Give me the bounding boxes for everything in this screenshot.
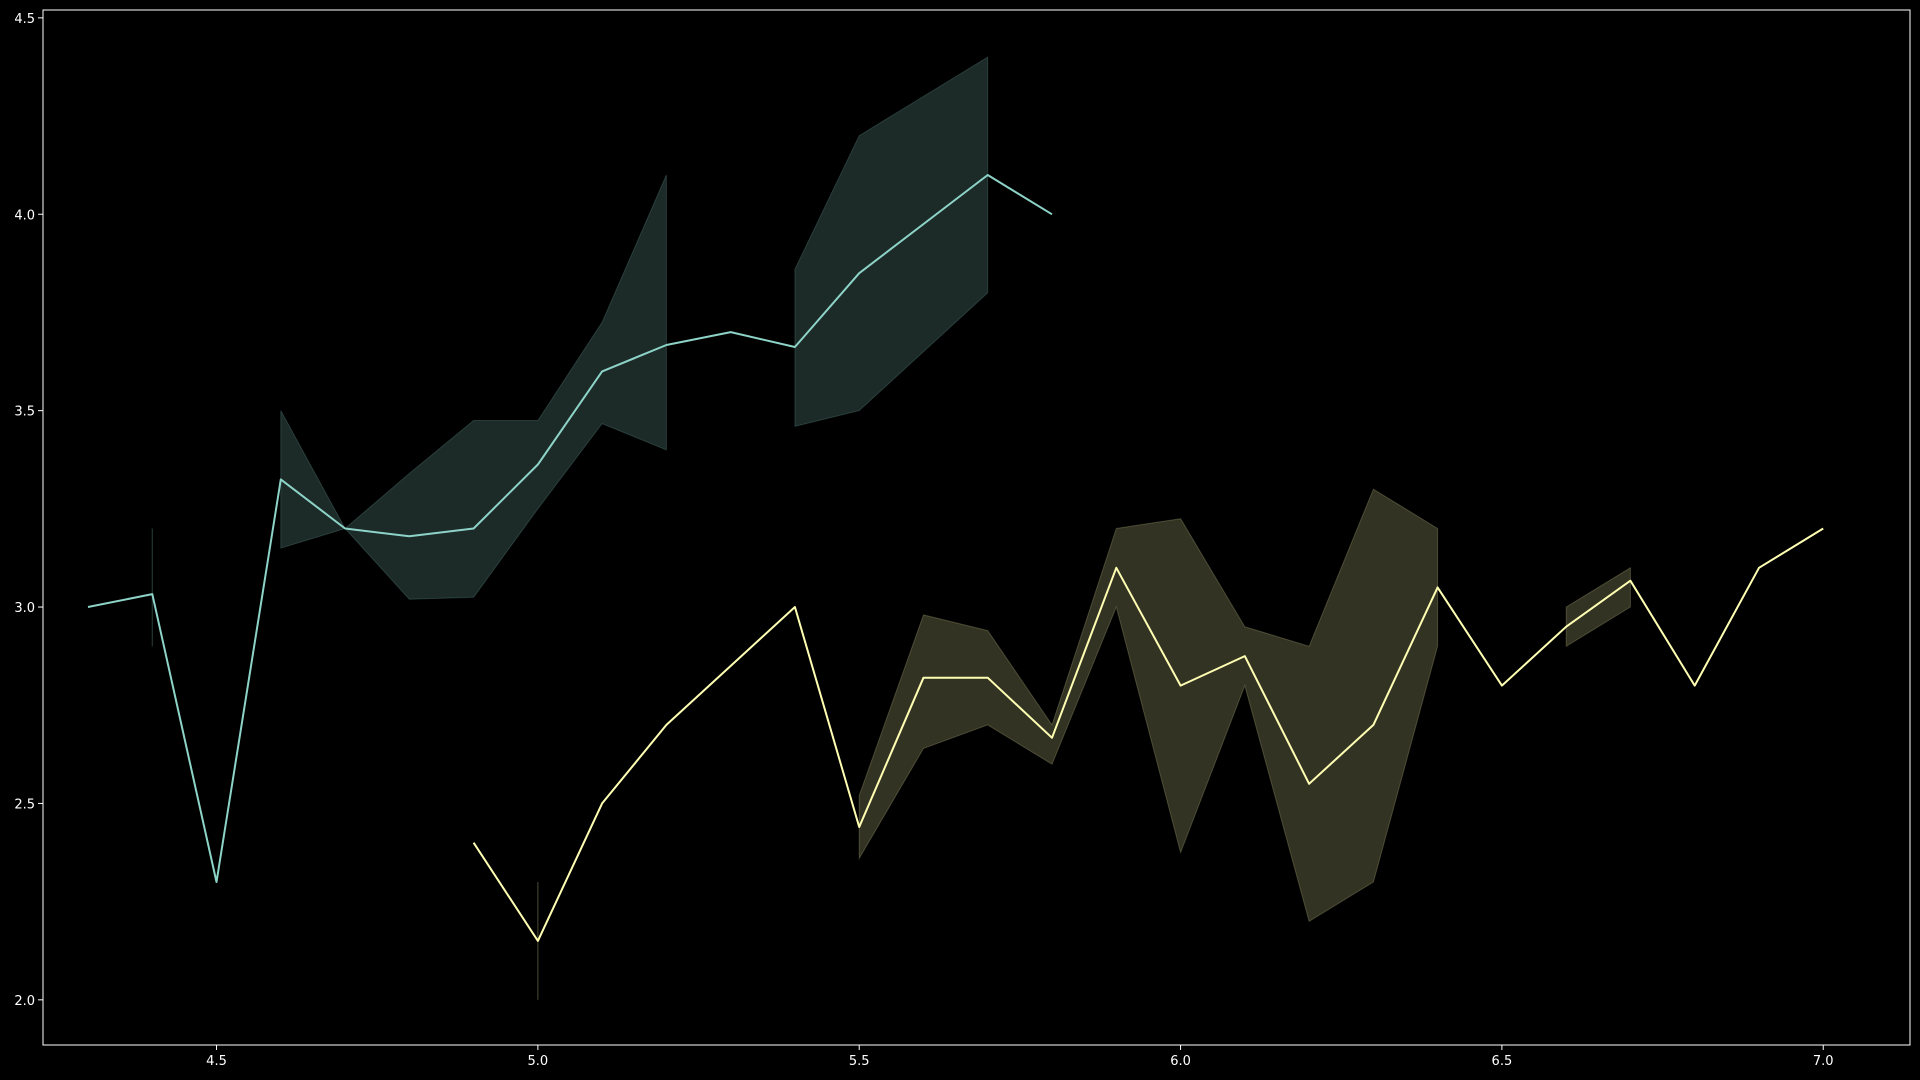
x-tick-label: 4.5 bbox=[206, 1054, 227, 1069]
series-1-line bbox=[87, 174, 1053, 883]
series-1-error-band-3 bbox=[794, 56, 989, 428]
series-2-error-band-2 bbox=[858, 488, 1439, 923]
y-tick-label: 4.5 bbox=[14, 12, 35, 27]
y-tick-label: 2.5 bbox=[14, 797, 35, 812]
y-tick-label: 2.0 bbox=[14, 994, 35, 1009]
x-axis: 4.5 5.0 5.5 6.0 6.5 7.0 bbox=[206, 1045, 1834, 1069]
series-1-error-band-2 bbox=[280, 174, 667, 600]
y-tick-label: 3.5 bbox=[14, 405, 35, 420]
x-tick-label: 5.5 bbox=[849, 1054, 870, 1069]
series-lines bbox=[87, 174, 1824, 942]
y-axis: 2.0 2.5 3.0 3.5 4.0 4.5 bbox=[14, 12, 43, 1009]
plot-frame bbox=[42, 9, 1911, 1046]
x-tick-label: 7.0 bbox=[1813, 1054, 1834, 1069]
x-tick-label: 6.5 bbox=[1492, 1054, 1513, 1069]
x-tick-label: 5.0 bbox=[528, 1054, 549, 1069]
y-tick-label: 3.0 bbox=[14, 601, 35, 616]
series-2-error-band-3 bbox=[1565, 566, 1631, 648]
y-tick-label: 4.0 bbox=[14, 208, 35, 223]
x-tick-label: 6.0 bbox=[1170, 1054, 1191, 1069]
confidence-bands bbox=[151, 56, 1631, 1000]
series-2-line bbox=[472, 527, 1824, 942]
